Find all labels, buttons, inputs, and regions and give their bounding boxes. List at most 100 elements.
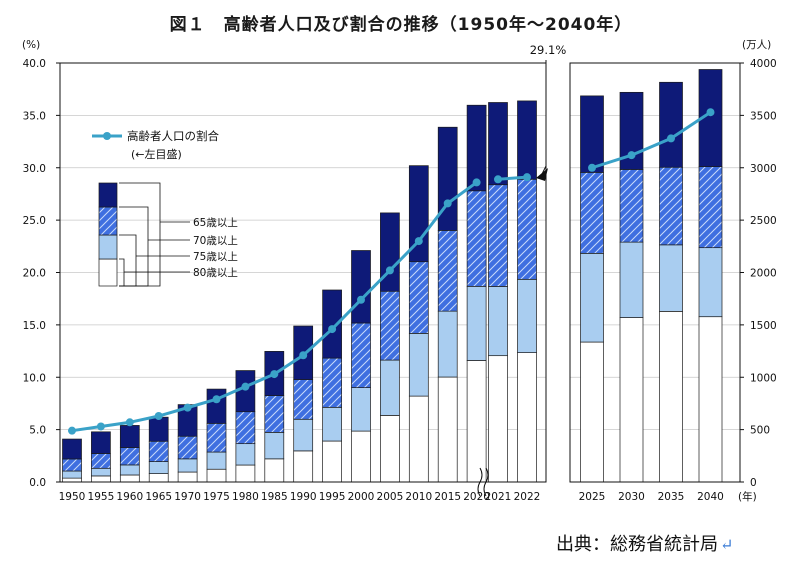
bar-segment <box>408 165 429 263</box>
ratio-annotation: 29.1% <box>530 43 567 57</box>
bar-segment <box>466 285 487 361</box>
legend-layer: 高齢者人口の割合 (←左目盛) 65歳以上 70歳以上 75歳以上 80歳以上 <box>92 129 238 287</box>
x-tick-label: 1995 <box>319 491 346 503</box>
bar-segment <box>698 316 723 483</box>
bar-segment <box>351 430 371 483</box>
bar-segment <box>380 290 400 361</box>
bar-segment <box>659 311 683 483</box>
x-tick-label: 2035 <box>658 491 685 503</box>
left-tick-label: 5.0 <box>29 425 46 437</box>
ratio-point <box>414 237 423 246</box>
bar-segment <box>408 333 429 397</box>
bar-segment <box>264 431 285 460</box>
bar-segment <box>91 431 111 454</box>
ratio-point <box>328 325 337 334</box>
bar-segment <box>62 477 82 483</box>
legend-bracket <box>119 206 149 287</box>
bar-segment <box>264 395 285 433</box>
bar-segment <box>619 169 644 243</box>
x-tick-label: 1970 <box>174 491 201 503</box>
ratio-point <box>385 266 394 275</box>
left-axis-unit: (%) <box>22 39 40 51</box>
x-tick-label: 1985 <box>261 491 288 503</box>
bar-segment <box>380 415 400 483</box>
x-tick-label: 1960 <box>116 491 143 503</box>
bar-segment <box>322 357 342 408</box>
ratio-point <box>68 426 76 435</box>
bar-segment <box>488 102 508 186</box>
right-tick-label: 2000 <box>750 268 777 280</box>
x-tick-label: 2022 <box>514 491 541 503</box>
bar-segment <box>580 172 604 254</box>
right-axis-unit: (万人) <box>742 39 771 51</box>
bar-segment <box>517 352 537 483</box>
x-tick-label: 2021 <box>485 491 512 503</box>
x-tick-label: 1975 <box>203 491 230 503</box>
bar-segment <box>235 443 256 466</box>
return-mark-icon: ↵ <box>720 535 734 554</box>
bar-segment <box>517 178 537 280</box>
x-tick-label: 2030 <box>618 491 645 503</box>
bar-segment <box>148 440 169 462</box>
bar-segment <box>437 126 458 231</box>
bar-segment <box>580 95 604 173</box>
bar-segment <box>206 468 227 483</box>
ratio-point <box>212 395 221 404</box>
annotation-leader-tip <box>540 165 547 177</box>
x-tick-label: 2020 <box>463 491 490 503</box>
ratio-point <box>270 370 279 379</box>
bar-segment <box>437 310 458 378</box>
bar-segment <box>91 467 111 477</box>
legend-bracket <box>119 182 161 287</box>
ratio-line-projection <box>591 110 712 170</box>
bar-segment <box>264 458 285 483</box>
x-tick-label: 1990 <box>290 491 317 503</box>
left-tick-label: 40.0 <box>23 58 46 70</box>
x-tick-label: 2010 <box>405 491 432 503</box>
bar-segment <box>437 376 458 483</box>
bar-segment <box>119 447 140 466</box>
ratio-point <box>588 163 596 172</box>
bar-segment <box>619 317 644 483</box>
left-tick-label: 15.0 <box>23 320 46 332</box>
legend-bracket <box>119 258 125 287</box>
ratio-point <box>96 422 105 431</box>
left-tick-label: 0.0 <box>29 477 46 489</box>
bar-segment <box>91 475 111 483</box>
bar-segment <box>177 458 198 473</box>
bar-segment <box>698 247 723 318</box>
bar-segment <box>62 470 82 479</box>
bars-layer <box>62 69 723 483</box>
legend-bar-segment <box>98 206 118 236</box>
right-tick-label: 3500 <box>750 110 777 122</box>
bar-segment <box>580 341 604 483</box>
ratio-point <box>125 418 134 427</box>
legend-line-label: 高齢者人口の割合 <box>127 129 219 143</box>
x-tick-label: 2015 <box>434 491 461 503</box>
right-tick-label: 500 <box>750 425 770 437</box>
bar-segment <box>488 184 508 287</box>
x-tick-label: 1955 <box>88 491 115 503</box>
bar-segment <box>322 406 342 442</box>
x-tick-label: 2005 <box>377 491 404 503</box>
bar-segment <box>488 286 508 357</box>
bar-segment <box>698 69 723 167</box>
legend-bracket <box>119 234 137 287</box>
bar-segment <box>466 104 487 192</box>
bar-segment <box>119 464 140 476</box>
bar-segment <box>351 250 371 324</box>
bar-segment <box>466 190 487 287</box>
ratio-point <box>706 108 715 117</box>
legend-bar-segment <box>98 258 118 287</box>
source-note: 出典：総務省統計局 ↵ <box>556 530 733 556</box>
legend-age-label: 70歳以上 <box>193 235 238 247</box>
right-tick-label: 0 <box>750 477 757 489</box>
ratio-point <box>299 351 308 360</box>
legend-age-label: 75歳以上 <box>193 251 238 263</box>
ratio-point <box>443 199 452 208</box>
bar-segment <box>148 416 169 442</box>
bar-segment <box>148 461 169 474</box>
bar-segment <box>293 450 314 483</box>
ratio-point <box>523 173 531 182</box>
